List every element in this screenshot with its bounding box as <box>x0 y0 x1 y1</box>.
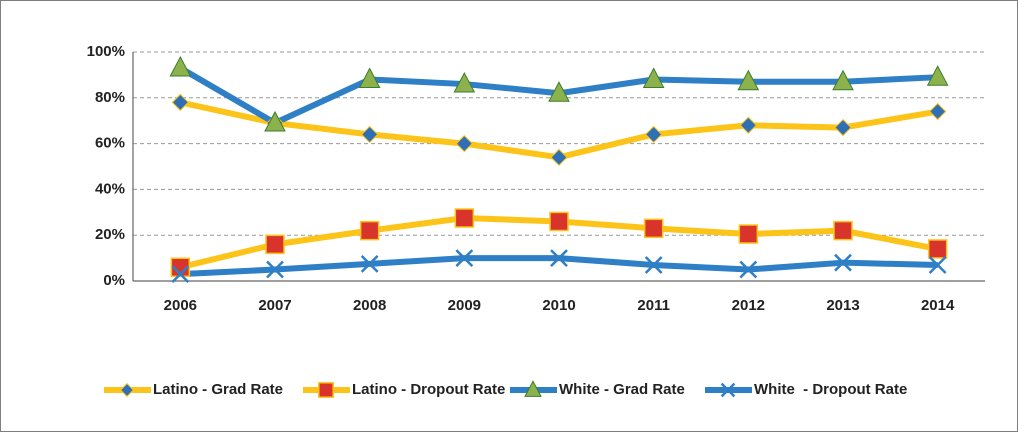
legend-marker <box>524 380 542 397</box>
y-tick-label: 20% <box>95 226 125 243</box>
data-point <box>360 125 379 144</box>
data-point <box>549 211 569 232</box>
x-tick-label: 2009 <box>448 297 481 314</box>
data-point <box>928 256 947 274</box>
data-point <box>738 224 759 244</box>
x-tick-label: 2006 <box>164 297 197 314</box>
data-point <box>359 220 380 241</box>
data-point <box>171 93 190 112</box>
data-point <box>928 102 947 121</box>
data-point <box>834 253 852 272</box>
data-point <box>833 220 853 241</box>
data-point <box>171 265 190 284</box>
data-point <box>832 69 854 91</box>
legend-marker <box>119 382 135 398</box>
x-tick-label: 2014 <box>921 297 955 314</box>
x-tick-label: 2008 <box>353 297 386 314</box>
data-point <box>264 110 286 132</box>
y-tick-label: 60% <box>95 135 125 152</box>
data-point <box>550 249 568 267</box>
data-point <box>739 260 758 279</box>
x-tick-label: 2011 <box>637 297 670 314</box>
x-tick-label: 2010 <box>542 297 575 314</box>
legend-label: White - Dropout Rate <box>754 381 907 398</box>
data-point <box>643 218 664 239</box>
data-point <box>926 65 949 86</box>
legend-marker <box>720 382 736 398</box>
data-point <box>548 81 570 102</box>
data-point <box>550 148 568 167</box>
data-point <box>358 67 381 88</box>
y-tick-label: 40% <box>95 180 125 197</box>
data-point <box>455 249 474 267</box>
data-point <box>644 256 663 274</box>
data-point <box>739 116 758 134</box>
data-point <box>834 118 852 137</box>
y-tick-label: 100% <box>87 43 125 60</box>
y-tick-label: 80% <box>95 89 125 106</box>
data-point <box>455 134 474 153</box>
legend-label: Latino - Dropout Rate <box>352 381 505 398</box>
y-tick-label: 0% <box>103 272 125 289</box>
legend-label: White - Grad Rate <box>559 381 685 398</box>
data-point <box>170 257 191 278</box>
x-tick-label: 2012 <box>732 297 765 314</box>
data-point <box>644 125 663 144</box>
data-point <box>737 69 760 91</box>
data-point <box>454 208 475 228</box>
data-point <box>266 260 284 279</box>
data-point <box>453 71 476 93</box>
data-point <box>642 67 665 88</box>
data-point <box>169 55 192 77</box>
legend-label: Latino - Grad Rate <box>153 381 283 398</box>
data-point <box>927 239 948 259</box>
legend-marker <box>318 382 334 398</box>
x-tick-label: 2013 <box>826 297 859 314</box>
data-point <box>360 254 379 273</box>
x-tick-label: 2007 <box>258 297 291 314</box>
data-point <box>265 234 285 255</box>
